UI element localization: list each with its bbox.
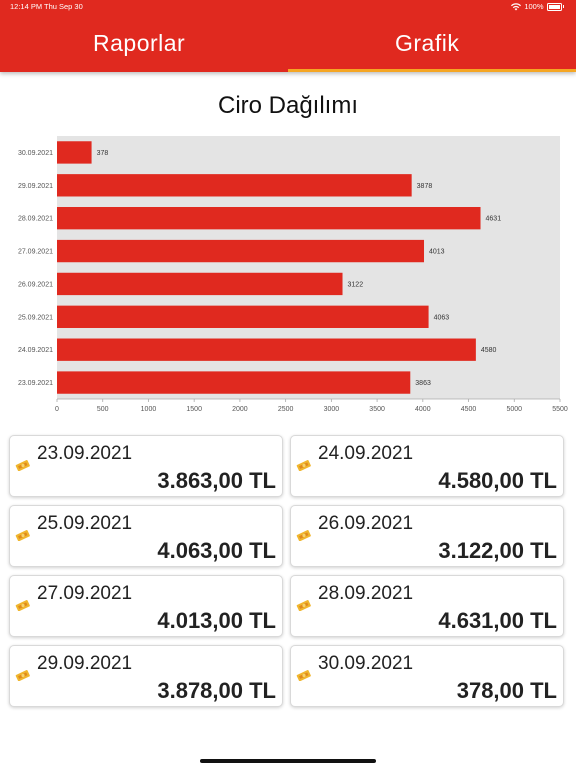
battery-tip <box>562 5 564 8</box>
value-label: 4631 <box>486 216 502 223</box>
bar-chart: 30.09.2021 378 29.09.2021 3878 28.09.2021 463… <box>18 136 568 413</box>
money-icon <box>15 460 30 471</box>
card-date: 26.09.2021 <box>318 513 414 534</box>
card-amount: 3.878,00 TL <box>157 678 276 703</box>
category-label: 26.09.2021 <box>18 281 53 288</box>
bar-23.09.2021 <box>57 371 411 394</box>
x-tick-label: 500 <box>97 406 109 413</box>
x-tick-label: 5500 <box>552 406 568 413</box>
card-date: 25.09.2021 <box>37 513 133 534</box>
value-label: 4063 <box>434 314 450 321</box>
daily-total-card[interactable]: 29.09.2021 3.878,00 TL <box>9 645 283 707</box>
value-label: 4013 <box>429 249 445 256</box>
card-amount: 4.063,00 TL <box>157 538 276 563</box>
daily-total-card[interactable]: 23.09.2021 3.863,00 TL <box>9 435 283 497</box>
money-icon <box>15 670 30 681</box>
category-label: 30.09.2021 <box>18 150 53 157</box>
daily-total-card[interactable]: 25.09.2021 4.063,00 TL <box>9 505 283 567</box>
card-date: 27.09.2021 <box>37 583 133 604</box>
x-tick-label: 3000 <box>324 406 340 413</box>
x-tick-label: 4000 <box>415 406 431 413</box>
bar-27.09.2021 <box>57 239 425 263</box>
x-tick-label: 4500 <box>461 406 477 413</box>
card-date: 28.09.2021 <box>318 583 414 604</box>
x-tick-label: 1000 <box>141 406 157 413</box>
chart-title: Ciro Dağılımı <box>217 92 359 119</box>
daily-total-card[interactable]: 27.09.2021 4.013,00 TL <box>9 575 283 637</box>
status-right: 100% <box>511 2 564 11</box>
tab-grafik[interactable]: Grafik <box>395 30 460 56</box>
category-label: 29.09.2021 <box>18 183 53 190</box>
category-label: 23.09.2021 <box>18 380 53 387</box>
app-header: 12:14 PM Thu Sep 30 100% Raporlar Grafik <box>0 0 576 72</box>
card-date: 23.09.2021 <box>37 443 133 464</box>
battery-percent: 100% <box>524 2 544 11</box>
money-icon <box>296 670 311 681</box>
value-label: 3878 <box>417 183 433 190</box>
card-amount: 3.863,00 TL <box>157 468 276 493</box>
card-amount: 3.122,00 TL <box>438 538 557 563</box>
money-icon <box>296 600 311 611</box>
daily-total-card[interactable]: 28.09.2021 4.631,00 TL <box>290 575 564 637</box>
card-amount: 4.580,00 TL <box>438 468 557 493</box>
daily-total-card[interactable]: 26.09.2021 3.122,00 TL <box>290 505 564 567</box>
card-date: 29.09.2021 <box>37 653 133 674</box>
category-label: 28.09.2021 <box>18 216 53 223</box>
bar-25.09.2021 <box>57 305 429 328</box>
x-tick-label: 5000 <box>506 406 522 413</box>
category-label: 25.09.2021 <box>18 314 53 321</box>
card-date: 30.09.2021 <box>318 653 414 674</box>
tab-raporlar[interactable]: Raporlar <box>93 30 186 56</box>
money-icon <box>296 530 311 541</box>
money-icon <box>296 460 311 471</box>
bar-29.09.2021 <box>57 174 412 197</box>
x-tick-label: 2500 <box>278 406 294 413</box>
money-icon <box>15 530 30 541</box>
bar-26.09.2021 <box>57 272 343 296</box>
wifi-icon <box>511 2 522 10</box>
bar-30.09.2021 <box>57 141 92 164</box>
card-amount: 378,00 TL <box>456 678 557 703</box>
status-bar: 12:14 PM Thu Sep 30 100% <box>0 2 576 14</box>
category-label: 24.09.2021 <box>18 347 53 354</box>
x-tick-label: 1500 <box>186 406 202 413</box>
battery-icon <box>546 2 562 11</box>
card-amount: 4.631,00 TL <box>438 608 557 633</box>
active-tab-indicator <box>288 69 576 72</box>
category-label: 27.09.2021 <box>18 249 53 256</box>
card-amount: 4.013,00 TL <box>157 608 276 633</box>
home-indicator <box>200 759 376 763</box>
value-label: 3122 <box>348 281 364 288</box>
bar-28.09.2021 <box>57 207 481 230</box>
bar-24.09.2021 <box>57 338 476 361</box>
daily-total-card[interactable]: 30.09.2021 378,00 TL <box>290 645 564 707</box>
x-tick-label: 2000 <box>232 406 248 413</box>
x-tick-label: 3500 <box>369 406 385 413</box>
value-label: 3863 <box>415 380 431 387</box>
value-label: 4580 <box>481 347 497 354</box>
x-tick-label: 0 <box>55 406 59 413</box>
status-time: 12:14 PM <box>10 2 43 11</box>
daily-total-card[interactable]: 24.09.2021 4.580,00 TL <box>290 435 564 497</box>
value-label: 378 <box>97 150 109 157</box>
card-date: 24.09.2021 <box>318 443 414 464</box>
status-date: Thu Sep 30 <box>44 2 83 11</box>
money-icon <box>15 600 30 611</box>
